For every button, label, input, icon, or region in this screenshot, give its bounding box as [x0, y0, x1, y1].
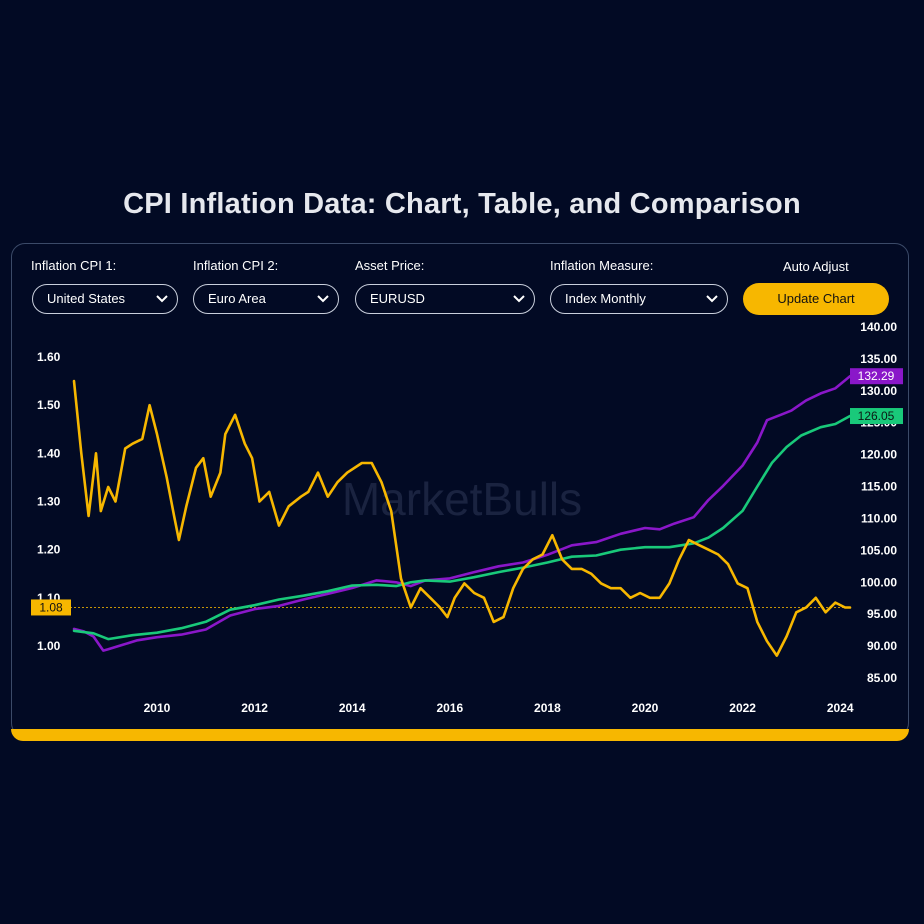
chevron-down-icon [317, 295, 329, 303]
asset-select[interactable]: EURUSD [355, 284, 535, 314]
left-axis-tick-label: 1.60 [37, 350, 61, 364]
euro-cpi-last-value-box [850, 408, 903, 425]
page-title: CPI Inflation Data: Chart, Table, and Co… [123, 188, 801, 220]
measure-select-value: Index Monthly [565, 291, 646, 306]
right-axis-tick-label: 130.00 [860, 384, 897, 398]
measure-select[interactable]: Index Monthly [550, 284, 728, 314]
right-axis-tick-label: 140.00 [860, 320, 897, 334]
euro-cpi-line [72, 414, 852, 641]
x-axis-tick-label: 2014 [339, 701, 366, 715]
cpi2-select-value: Euro Area [208, 291, 266, 306]
right-axis-tick-label: 135.00 [860, 352, 897, 366]
left-axis-tick-label: 1.30 [37, 495, 61, 509]
update-chart-button[interactable]: Update Chart [743, 283, 889, 315]
asset-label: Asset Price: [355, 258, 425, 273]
chevron-down-icon [513, 295, 525, 303]
watermark-text: MarketBulls [342, 473, 582, 525]
x-axis-tick-label: 2022 [729, 701, 756, 715]
cpi2-label: Inflation CPI 2: [193, 258, 279, 273]
cpi1-label: Inflation CPI 1: [31, 258, 117, 273]
right-axis-tick-label: 105.00 [860, 543, 897, 557]
x-axis-tick-label: 2016 [436, 701, 463, 715]
x-axis-tick-label: 2018 [534, 701, 561, 715]
cpi2-select[interactable]: Euro Area [193, 284, 339, 314]
right-axis-tick-label: 85.00 [867, 671, 897, 685]
chart-panel [11, 243, 909, 737]
panel-accent-bar [11, 729, 909, 741]
cpi1-select-value: United States [47, 291, 126, 306]
right-axis-tick-label: 115.00 [861, 480, 897, 494]
cpi1-select[interactable]: United States [32, 284, 178, 314]
us-cpi-line [72, 374, 852, 652]
x-axis-tick-label: 2020 [632, 701, 659, 715]
right-axis-tick-label: 120.00 [860, 448, 897, 462]
right-axis-tick-label: 100.00 [860, 575, 897, 589]
eurusd-last-value-box [31, 599, 71, 616]
left-axis-tick-label: 1.00 [37, 639, 61, 653]
left-axis-tick-label: 1.50 [37, 398, 61, 412]
chevron-down-icon [706, 295, 718, 303]
x-axis-tick-label: 2024 [827, 701, 854, 715]
chevron-down-icon [156, 295, 168, 303]
auto-adjust-label[interactable]: Auto Adjust [783, 259, 849, 274]
x-axis-tick-label: 2012 [241, 701, 268, 715]
asset-select-value: EURUSD [370, 291, 425, 306]
euro-cpi-last-value-label: 126.05 [858, 409, 895, 423]
right-axis-tick-label: 95.00 [867, 607, 897, 621]
us-cpi-last-value-box [850, 368, 903, 385]
x-axis-tick-label: 2010 [144, 701, 171, 715]
right-axis-tick-label: 90.00 [867, 639, 897, 653]
left-axis-tick-label: 1.20 [37, 543, 61, 557]
measure-label: Inflation Measure: [550, 258, 654, 273]
us-cpi-last-value-label: 132.29 [858, 369, 895, 383]
eurusd-last-value-label: 1.08 [39, 600, 63, 614]
right-axis-tick-label: 110.00 [861, 511, 897, 525]
left-axis-tick-label: 1.40 [37, 446, 61, 460]
eurusd-line [72, 379, 852, 657]
